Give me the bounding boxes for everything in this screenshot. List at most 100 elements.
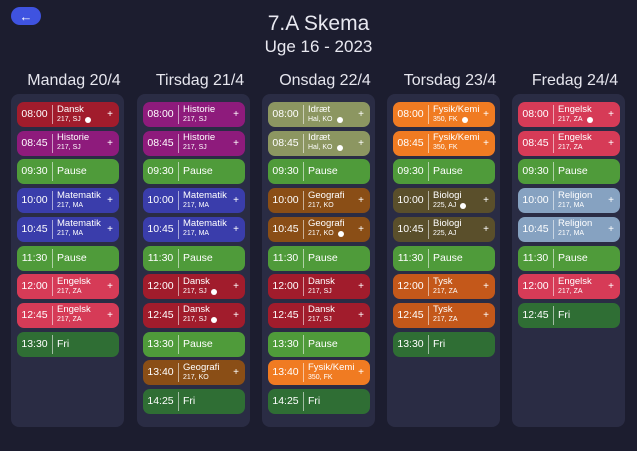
lesson-slot[interactable]: 10:00 Religion 217, MA + (518, 188, 620, 214)
slot-detail: 217, ZA (558, 115, 606, 125)
plus-icon[interactable]: + (233, 309, 239, 321)
plus-icon[interactable]: + (107, 281, 113, 293)
plus-icon[interactable]: + (358, 195, 364, 207)
slot-subject: Idræt (308, 133, 331, 144)
lesson-slot[interactable]: 12:00 Dansk 217, SJ + (143, 274, 245, 300)
lesson-slot[interactable]: 09:30 Pause (17, 159, 119, 185)
lesson-slot[interactable]: 08:00 Fysik/Kemi 350, FK + (393, 102, 495, 127)
plus-icon[interactable]: + (107, 109, 113, 120)
lesson-slot[interactable]: 10:45 Matematik 217, MA + (143, 216, 245, 242)
lesson-slot[interactable]: 08:00 Historie 217, SJ + (143, 102, 245, 127)
lesson-slot[interactable]: 12:45 Fri (518, 302, 620, 328)
plus-icon[interactable]: + (358, 137, 364, 149)
lesson-slot[interactable]: 13:30 Pause (143, 331, 245, 357)
plus-icon[interactable]: + (233, 109, 239, 120)
slot-time: 11:30 (17, 248, 53, 268)
lesson-slot[interactable]: 08:00 Engelsk 217, ZA + (518, 102, 620, 127)
lesson-slot[interactable]: 10:45 Religion 217, MA + (518, 216, 620, 242)
lesson-slot[interactable]: 08:45 Fysik/Kemi 350, FK + (393, 130, 495, 156)
lesson-slot[interactable]: 13:40 Geografi 217, KO + (143, 360, 245, 386)
plus-icon[interactable]: + (483, 195, 489, 207)
slot-time: 11:30 (268, 248, 304, 268)
plus-icon[interactable]: + (608, 195, 614, 207)
slot-room-teacher: 217, SJ (308, 316, 332, 324)
plus-icon[interactable]: + (608, 223, 614, 235)
plus-icon[interactable]: + (358, 223, 364, 235)
plus-icon[interactable]: + (107, 309, 113, 321)
lesson-slot[interactable]: 08:00 Dansk 217, SJ + (17, 102, 119, 127)
plus-icon[interactable]: + (358, 281, 364, 293)
lesson-slot[interactable]: 12:45 Engelsk 217, ZA + (17, 302, 119, 328)
lesson-slot[interactable]: 10:00 Matematik 217, MA + (17, 188, 119, 214)
plus-icon[interactable]: + (233, 281, 239, 293)
plus-icon[interactable]: + (483, 137, 489, 149)
lesson-slot[interactable]: 13:30 Fri (17, 331, 119, 357)
slot-subject: Pause (183, 337, 213, 350)
lesson-slot[interactable]: 08:45 Historie 217, SJ + (143, 130, 245, 156)
plus-icon[interactable]: + (107, 137, 113, 149)
slot-body: Pause (429, 249, 495, 268)
plus-icon[interactable]: + (608, 281, 614, 293)
lesson-slot[interactable]: 08:45 Historie 217, SJ + (17, 130, 119, 156)
slot-time: 08:45 (143, 133, 179, 153)
plus-icon[interactable]: + (233, 195, 239, 207)
slot-subject: Historie (183, 104, 216, 115)
lesson-slot[interactable]: 08:45 Engelsk 217, ZA + (518, 130, 620, 156)
plus-icon[interactable]: + (483, 223, 489, 235)
lesson-slot[interactable]: 11:30 Pause (393, 245, 495, 271)
lesson-slot[interactable]: 09:30 Pause (518, 159, 620, 185)
lesson-slot[interactable]: 12:45 Tysk 217, ZA + (393, 302, 495, 328)
slot-time: 12:45 (143, 305, 179, 325)
lesson-slot[interactable]: 14:25 Fri (268, 389, 370, 414)
lesson-slot[interactable]: 12:00 Dansk 217, SJ + (268, 274, 370, 300)
plus-icon[interactable]: + (358, 109, 364, 120)
plus-icon[interactable]: + (233, 137, 239, 149)
lesson-slot[interactable]: 13:40 Fysik/Kemi 350, FK + (268, 360, 370, 386)
slot-detail: 217, MA (57, 201, 105, 211)
note-dot-icon (461, 116, 468, 123)
slot-body: Pause (53, 249, 119, 268)
lesson-slot[interactable]: 11:30 Pause (143, 245, 245, 271)
lesson-slot[interactable]: 10:00 Matematik 217, MA + (143, 188, 245, 214)
lesson-slot[interactable]: 13:30 Pause (268, 331, 370, 357)
plus-icon[interactable]: + (358, 309, 364, 321)
plus-icon[interactable]: + (233, 223, 239, 235)
slot-time: 11:30 (143, 248, 179, 268)
lesson-slot[interactable]: 09:30 Pause (143, 159, 245, 185)
lesson-slot[interactable]: 10:00 Geografi 217, KO + (268, 188, 370, 214)
lesson-slot[interactable]: 11:30 Pause (268, 245, 370, 271)
lesson-slot[interactable]: 12:00 Tysk 217, ZA + (393, 274, 495, 300)
slot-time: 08:45 (17, 133, 53, 153)
lesson-slot[interactable]: 12:00 Engelsk 217, ZA + (17, 274, 119, 300)
plus-icon[interactable]: + (107, 195, 113, 207)
lesson-slot[interactable]: 09:30 Pause (268, 159, 370, 185)
slot-detail: 217, KO (183, 373, 231, 383)
plus-icon[interactable]: + (483, 309, 489, 321)
lesson-slot[interactable]: 08:45 Idræt Hal, KO + (268, 130, 370, 156)
lesson-slot[interactable]: 10:45 Biologi 225, AJ + (393, 216, 495, 242)
lesson-slot[interactable]: 12:45 Dansk 217, SJ + (268, 302, 370, 328)
lesson-slot[interactable]: 08:00 Idræt Hal, KO + (268, 102, 370, 127)
lesson-slot[interactable]: 11:30 Pause (518, 245, 620, 271)
back-button[interactable]: ← (11, 7, 41, 25)
plus-icon[interactable]: + (608, 137, 614, 149)
lesson-slot[interactable]: 10:45 Geografi 217, KO + (268, 216, 370, 242)
arrow-left-icon: ← (19, 8, 33, 24)
lesson-slot[interactable]: 12:45 Dansk 217, SJ + (143, 302, 245, 328)
lesson-slot[interactable]: 09:30 Pause (393, 159, 495, 185)
slot-detail: 225, AJ (433, 229, 481, 239)
lesson-slot[interactable]: 10:45 Matematik 217, MA + (17, 216, 119, 242)
plus-icon[interactable]: + (358, 367, 364, 379)
plus-icon[interactable]: + (107, 223, 113, 235)
lesson-slot[interactable]: 10:00 Biologi 225, AJ + (393, 188, 495, 214)
plus-icon[interactable]: + (483, 281, 489, 293)
slot-time: 08:00 (518, 105, 554, 124)
plus-icon[interactable]: + (483, 109, 489, 120)
lesson-slot[interactable]: 12:00 Engelsk 217, ZA + (518, 274, 620, 300)
lesson-slot[interactable]: 13:30 Fri (393, 331, 495, 357)
lesson-slot[interactable]: 11:30 Pause (17, 245, 119, 271)
plus-icon[interactable]: + (233, 367, 239, 379)
slot-time: 09:30 (518, 162, 554, 182)
lesson-slot[interactable]: 14:25 Fri (143, 389, 245, 414)
plus-icon[interactable]: + (608, 109, 614, 120)
